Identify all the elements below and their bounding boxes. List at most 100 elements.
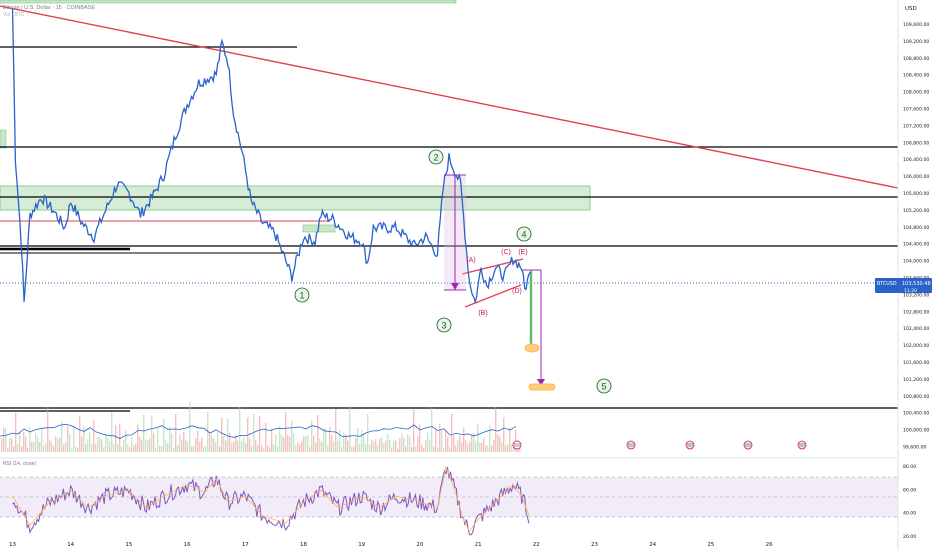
volume-bar [235, 434, 237, 452]
price-tick-label[interactable]: 105,200.00 [903, 208, 929, 214]
price-tick-label[interactable]: 102,000.00 [903, 343, 929, 349]
event-icons[interactable] [512, 440, 807, 450]
economic-event-icon[interactable] [685, 440, 695, 450]
price-tick-label[interactable]: 107,600.00 [903, 107, 929, 113]
price-tick-label[interactable]: 107,200.00 [903, 123, 929, 129]
price-tick-label[interactable]: 106,000.00 [903, 174, 929, 180]
price-tick-label[interactable]: 109,200.00 [903, 39, 929, 45]
time-tick-17[interactable]: 17 [242, 542, 249, 548]
time-tick-24[interactable]: 24 [649, 542, 656, 548]
support-zone-box [0, 185, 591, 211]
volume-bar [461, 442, 463, 452]
time-axis[interactable]: 13 14 15 16 17 18 19 20 21 22 23 24 25 26 [9, 542, 773, 548]
volume-bar [37, 437, 39, 452]
volume-bar [475, 441, 477, 452]
price-tick-label[interactable]: 100,400.00 [903, 411, 929, 417]
time-tick-14[interactable]: 14 [67, 542, 74, 548]
price-tick-label[interactable]: 104,400.00 [903, 242, 929, 248]
economic-event-icon[interactable] [797, 440, 807, 450]
wave-circle-4[interactable] [516, 226, 532, 242]
volume-bar [485, 445, 487, 452]
volume-bar [153, 432, 155, 452]
volume-bar [271, 428, 273, 452]
time-tick-19[interactable]: 19 [358, 542, 365, 548]
volume-bar [287, 434, 289, 452]
price-tick-label[interactable]: 100,800.00 [903, 394, 929, 400]
price-tick-label[interactable]: 103,200.00 [903, 292, 929, 298]
price-tick-label[interactable]: 101,200.00 [903, 377, 929, 383]
price-tick-label[interactable]: 100,000.00 [903, 428, 929, 434]
volume-bar [439, 423, 441, 452]
time-tick-13[interactable]: 13 [9, 542, 16, 548]
time-tick-15[interactable]: 15 [125, 542, 132, 548]
price-tick-label[interactable]: 104,800.00 [903, 225, 929, 231]
economic-event-icon[interactable] [626, 440, 636, 450]
volume-bar [409, 436, 411, 452]
price-tick-label[interactable]: 102,400.00 [903, 326, 929, 332]
volume-bar [289, 436, 291, 452]
volume-bar [395, 440, 397, 452]
volume-bar [7, 448, 9, 452]
target-marker-1[interactable] [524, 343, 540, 353]
price-tick-label[interactable]: 106,400.00 [903, 157, 929, 163]
price-tick-label[interactable]: 104,000.00 [903, 259, 929, 265]
volume-bar [329, 426, 331, 452]
volume-bar [241, 441, 243, 452]
time-tick-23[interactable]: 23 [591, 542, 598, 548]
time-tick-16[interactable]: 16 [184, 542, 191, 548]
last-price-value: 103,530.48 [902, 281, 931, 287]
volume-bar [121, 446, 123, 452]
time-tick-22[interactable]: 22 [533, 542, 540, 548]
time-tick-20[interactable]: 20 [416, 542, 423, 548]
volume-bar [313, 435, 315, 452]
volume-bar [341, 447, 343, 452]
rsi-series-line[interactable] [12, 466, 530, 536]
price-tick-label[interactable]: 109,600.00 [903, 22, 929, 28]
target-marker-2[interactable] [528, 383, 556, 391]
volume-bar [179, 434, 181, 452]
symbol-title[interactable]: Bitcoin / U.S. Dollar · 15 · COINBASE [3, 5, 95, 11]
volume-bar [263, 448, 265, 452]
volume-bar [35, 433, 37, 452]
currency-label[interactable]: USD [905, 6, 917, 12]
price-tick-label[interactable]: 108,800.00 [903, 56, 929, 62]
volume-bar [43, 445, 45, 452]
wave-circle-1[interactable] [294, 287, 310, 303]
price-tick-label[interactable]: 108,400.00 [903, 73, 929, 79]
price-series-line[interactable] [11, 8, 532, 305]
economic-event-icon[interactable] [512, 440, 522, 450]
price-tick-label[interactable]: 106,800.00 [903, 140, 929, 146]
volume-bar [27, 447, 29, 452]
volume-bar [191, 446, 193, 452]
volume-bar [3, 427, 5, 452]
rsi-tick-label: 20.00 [903, 534, 916, 540]
descending-trendline[interactable] [0, 5, 899, 189]
economic-event-icon[interactable] [743, 440, 753, 450]
volume-bar [175, 413, 177, 452]
price-tick-label[interactable]: 108,000.00 [903, 90, 929, 96]
wave-circle-5[interactable] [596, 378, 612, 394]
volume-bar [67, 425, 69, 452]
volume-indicator-label[interactable]: Vol · BTC [3, 12, 25, 18]
time-tick-26[interactable]: 26 [766, 542, 773, 548]
price-tick-label[interactable]: 105,600.00 [903, 191, 929, 197]
time-tick-21[interactable]: 21 [475, 542, 482, 548]
volume-bar [63, 444, 65, 452]
time-tick-25[interactable]: 25 [707, 542, 714, 548]
volume-bar [201, 437, 203, 452]
volume-bar [29, 427, 31, 452]
volume-bar [509, 427, 511, 452]
last-price-symbol: BTCUSD [877, 281, 897, 287]
top-zone-box [0, 0, 457, 4]
price-tick-label[interactable]: 102,800.00 [903, 309, 929, 315]
rsi-indicator-label[interactable]: RSI (14, close) [3, 461, 36, 467]
volume-bar [391, 447, 393, 452]
price-tick-label[interactable]: 99,600.00 [903, 445, 926, 451]
triangle-lower-line[interactable] [464, 284, 522, 308]
wave-circle-3[interactable] [436, 317, 452, 333]
price-tick-label[interactable]: 101,600.00 [903, 360, 929, 366]
wave-circle-2[interactable] [428, 149, 444, 165]
time-tick-18[interactable]: 18 [300, 542, 307, 548]
